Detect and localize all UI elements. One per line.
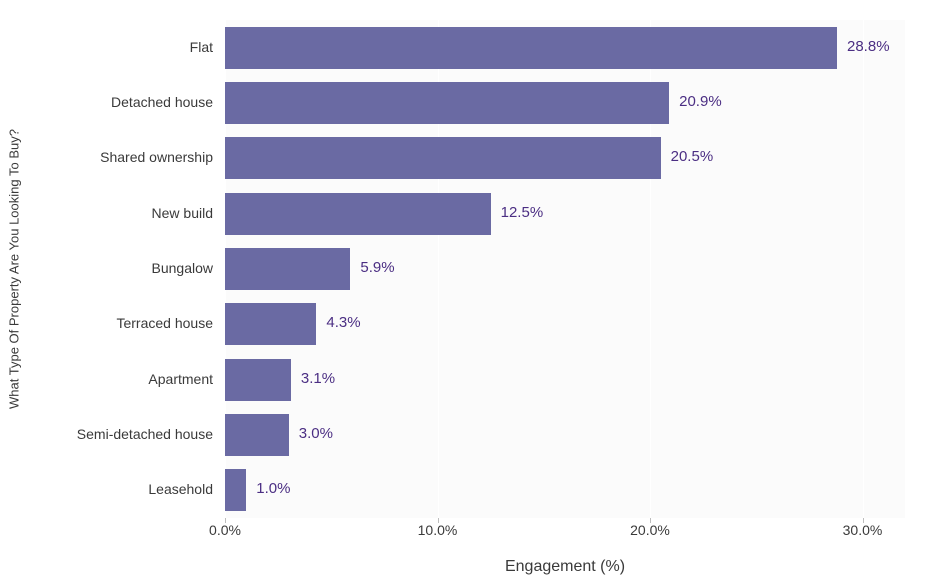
chart-container: What Type Of Property Are You Looking To…	[0, 0, 936, 586]
bar	[225, 359, 291, 401]
category-label: Apartment	[148, 371, 213, 387]
x-tick-label: 20.0%	[630, 522, 670, 538]
category-label: Flat	[190, 39, 213, 55]
value-label: 3.0%	[299, 425, 333, 442]
x-tick-label: 30.0%	[843, 522, 883, 538]
category-label: Shared ownership	[100, 149, 213, 165]
y-axis-title: What Type Of Property Are You Looking To…	[7, 129, 22, 409]
bar	[225, 248, 350, 290]
bar	[225, 469, 246, 511]
x-tick-label: 0.0%	[209, 522, 241, 538]
bar	[225, 193, 491, 235]
value-label: 12.5%	[501, 204, 544, 221]
category-label: New build	[152, 205, 213, 221]
value-label: 5.9%	[360, 259, 394, 276]
bar	[225, 414, 289, 456]
value-label: 4.3%	[326, 314, 360, 331]
category-label: Terraced house	[116, 315, 213, 331]
bar	[225, 303, 316, 345]
value-label: 28.8%	[847, 38, 890, 55]
category-label: Bungalow	[152, 260, 214, 276]
value-label: 3.1%	[301, 370, 335, 387]
category-label: Detached house	[111, 94, 213, 110]
bar	[225, 27, 837, 69]
x-tick-label: 10.0%	[418, 522, 458, 538]
grid-line	[863, 20, 864, 518]
value-label: 1.0%	[256, 480, 290, 497]
category-label: Semi-detached house	[77, 426, 213, 442]
plot-area: 0.0%10.0%20.0%30.0%28.8%20.9%20.5%12.5%5…	[225, 20, 905, 518]
value-label: 20.5%	[671, 148, 714, 165]
category-label: Leasehold	[148, 481, 213, 497]
value-label: 20.9%	[679, 93, 722, 110]
bar	[225, 82, 669, 124]
x-axis-title: Engagement (%)	[225, 558, 905, 576]
bar	[225, 137, 661, 179]
